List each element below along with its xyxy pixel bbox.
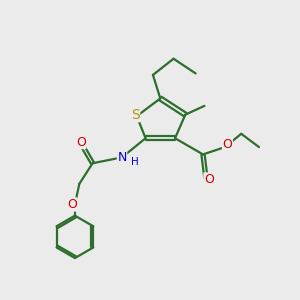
Text: O: O	[76, 136, 86, 148]
Text: N: N	[117, 151, 127, 164]
Text: H: H	[131, 157, 139, 167]
Text: O: O	[223, 138, 232, 151]
Text: O: O	[204, 173, 214, 186]
Text: S: S	[131, 108, 140, 122]
Text: O: O	[67, 198, 77, 211]
